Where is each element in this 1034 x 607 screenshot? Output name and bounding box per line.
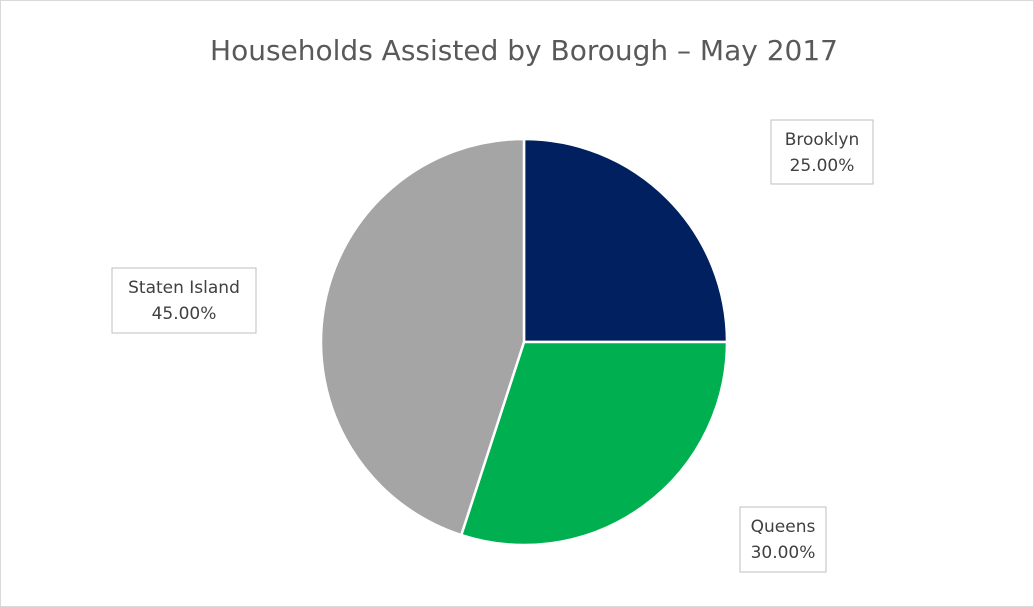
label-category: Queens <box>751 517 816 537</box>
label-box <box>111 267 257 334</box>
label-box <box>770 119 874 185</box>
label-value: 25.00% <box>790 156 855 176</box>
label-value: 30.00% <box>751 543 816 563</box>
label-category: Brooklyn <box>785 130 859 150</box>
pie-slice <box>459 340 729 547</box>
label-box <box>739 506 827 573</box>
pie-slice <box>319 137 526 537</box>
chart-title: Households Assisted by Borough – May 201… <box>210 34 838 67</box>
label-category: Staten Island <box>128 278 240 298</box>
pie-slice <box>522 137 729 344</box>
label-value: 45.00% <box>152 304 217 324</box>
